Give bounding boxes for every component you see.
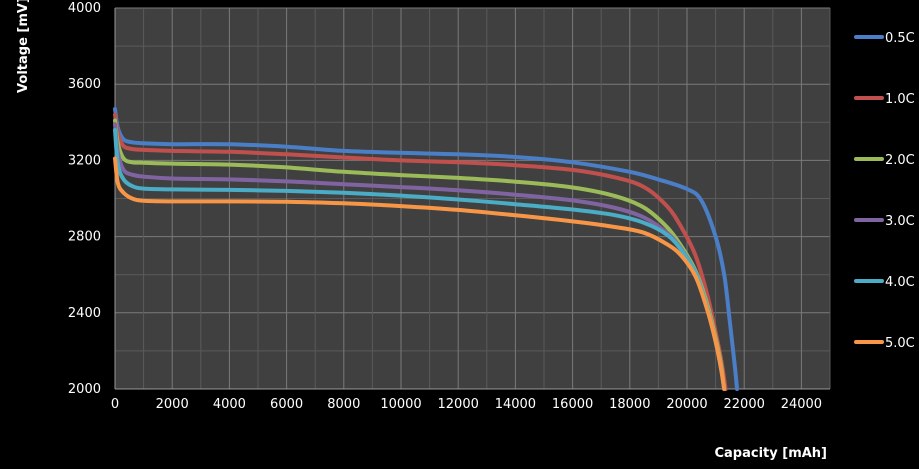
x-tick-label: 24000	[781, 397, 822, 412]
x-tick-label: 16000	[552, 397, 593, 412]
series-line-0-5c	[113, 107, 739, 391]
x-axis-title: Capacity [mAh]	[714, 446, 827, 461]
x-tick-label: 4000	[213, 397, 246, 412]
x-tick-label: 20000	[666, 397, 707, 412]
y-tick-label: 3600	[68, 77, 101, 92]
y-tick-label: 4000	[68, 1, 101, 16]
legend-item: 1.0C	[854, 92, 915, 107]
y-axis-title: Voltage [mV]	[16, 0, 31, 93]
y-tick-label: 2000	[68, 382, 101, 397]
legend-item: 0.5C	[854, 31, 915, 46]
series-line-5-0c	[113, 156, 727, 391]
x-tick-label: 6000	[270, 397, 303, 412]
x-tick-label: 22000	[724, 397, 765, 412]
x-tick-label: 10000	[380, 397, 421, 412]
legend-label: 5.0C	[885, 336, 915, 351]
x-tick-label: 14000	[495, 397, 536, 412]
legend-label: 1.0C	[885, 92, 915, 107]
x-tick-label: 8000	[327, 397, 360, 412]
legend-label: 0.5C	[885, 31, 915, 46]
legend-item: 3.0C	[854, 214, 915, 229]
grid	[114, 7, 831, 390]
y-tick-label: 3200	[68, 153, 101, 168]
legend-item: 2.0C	[854, 153, 915, 168]
y-tick-label: 2400	[68, 306, 101, 321]
x-tick-label: 0	[111, 397, 119, 412]
x-tick-label: 2000	[156, 397, 189, 412]
axes: 2000 2400 2800 3200 3600 4000 0 2000 4000 6000 800…	[68, 1, 830, 412]
legend-label: 4.0C	[885, 275, 915, 290]
y-tick-label: 2800	[68, 230, 101, 245]
series-lines	[113, 107, 739, 391]
x-tick-label: 18000	[609, 397, 650, 412]
series-line-1-0c	[113, 112, 728, 391]
legend-label: 2.0C	[885, 153, 915, 168]
legend: 0.5C 1.0C 2.0C 3.0C 4.0C 5.0C	[854, 31, 915, 351]
legend-label: 3.0C	[885, 214, 915, 229]
legend-item: 4.0C	[854, 275, 915, 290]
legend-item: 5.0C	[854, 336, 915, 351]
x-tick-label: 12000	[438, 397, 479, 412]
